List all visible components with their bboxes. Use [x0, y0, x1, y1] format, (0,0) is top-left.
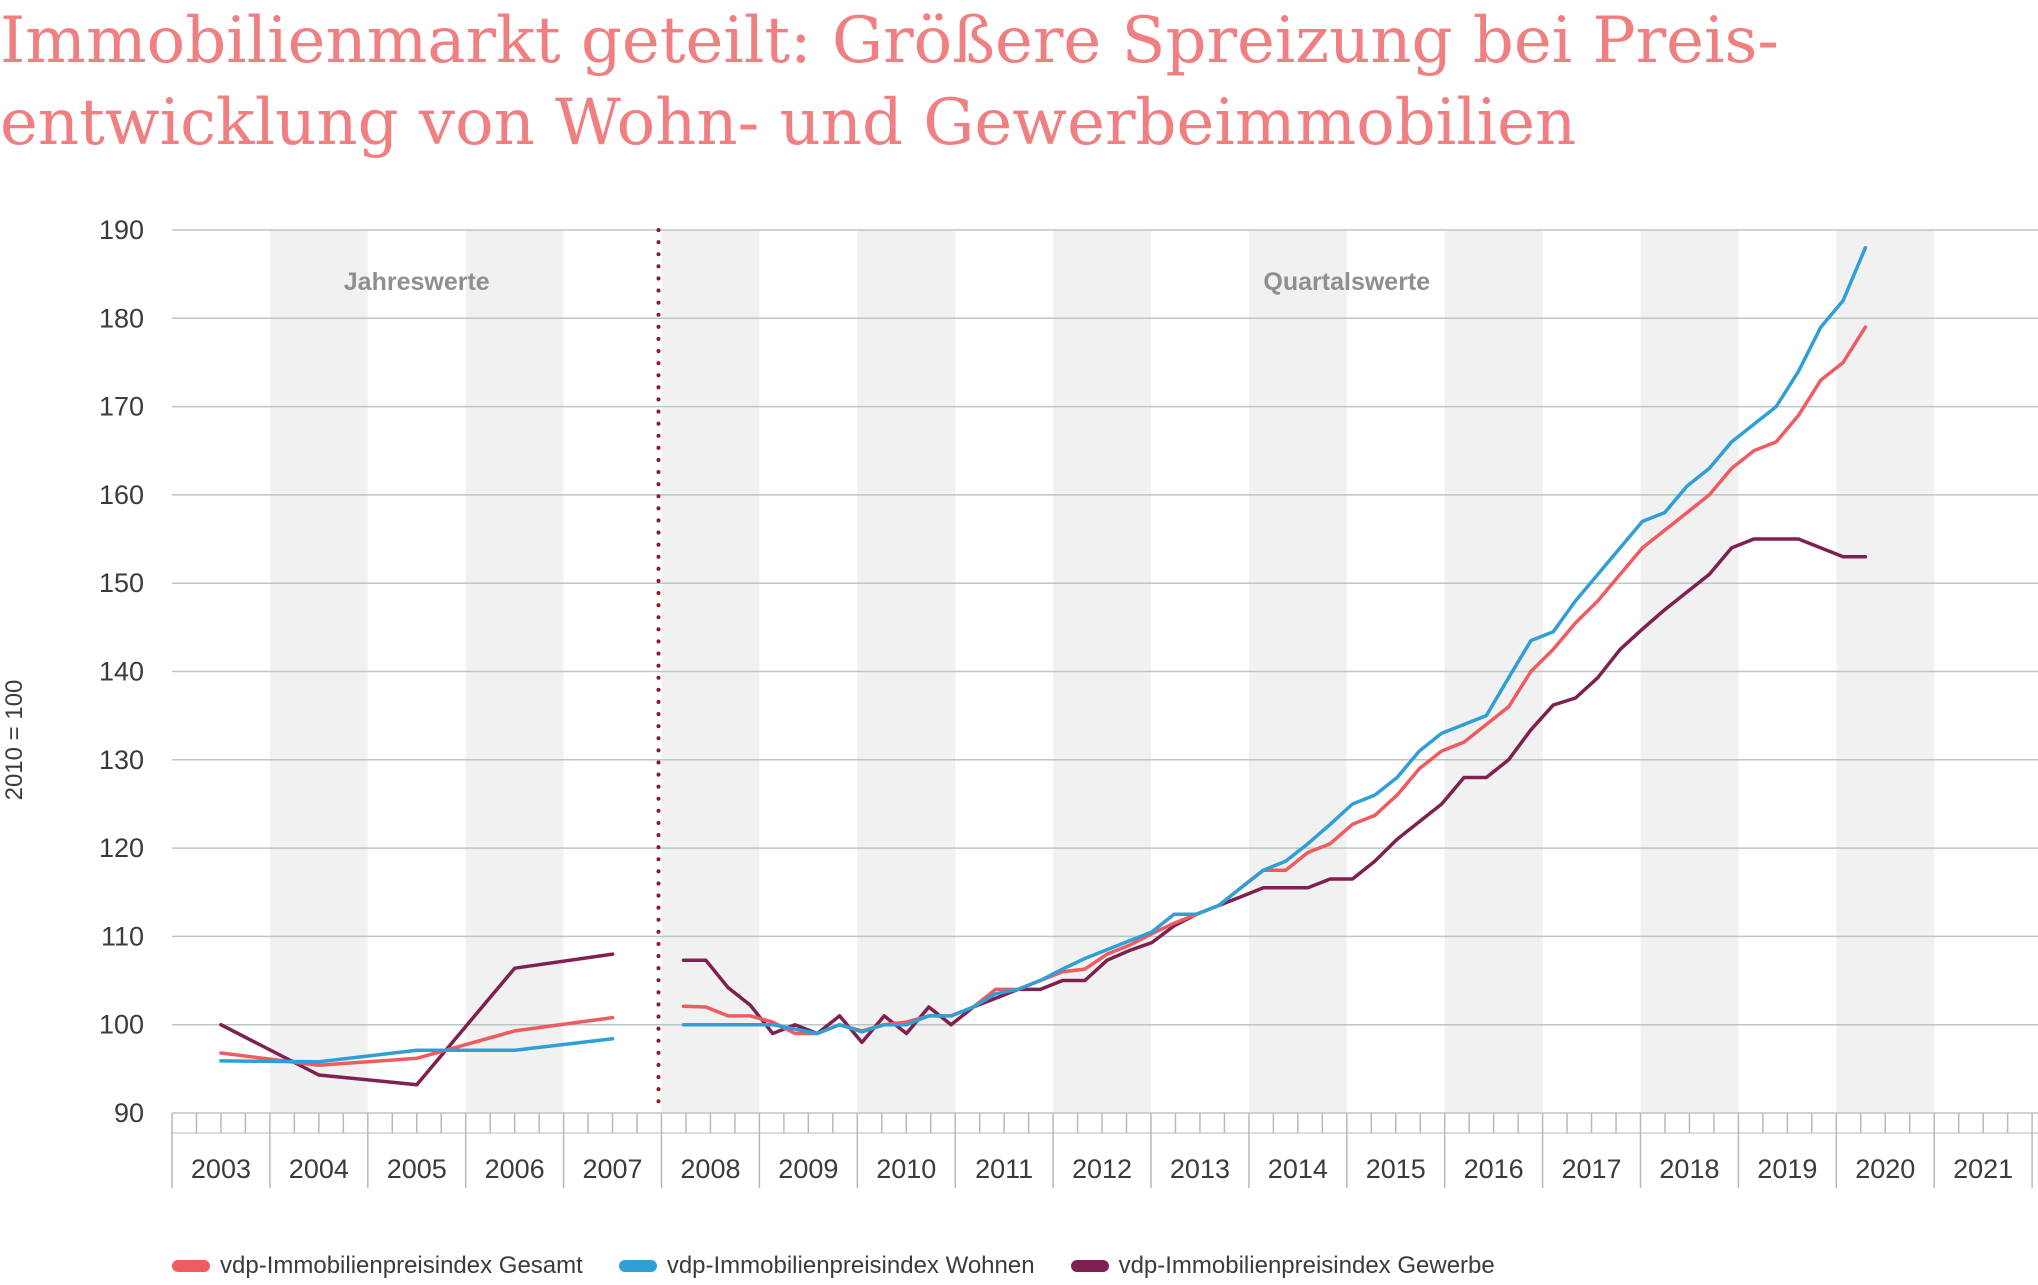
series-line-wohnen-quarterly	[681, 245, 1868, 1036]
y-tick-label-160: 160	[99, 480, 144, 510]
y-axis-label: 2010 = 100	[1, 680, 28, 801]
x-tick-label-2018: 2018	[1659, 1154, 1719, 1184]
legend-item-gesamt: vdp-Immobilienpreisindex Gesamt	[172, 1252, 583, 1280]
x-tick-label-2004: 2004	[289, 1154, 349, 1184]
y-tick-label-190: 190	[99, 215, 144, 245]
chart-title-line-2: entwicklung von Wohn- und Gewerbeimmobil…	[0, 86, 1577, 160]
period-label-1: Quartalswerte	[1263, 268, 1430, 296]
x-tick-label-2021: 2021	[1953, 1154, 2013, 1184]
x-tick-label-2013: 2013	[1170, 1154, 1230, 1184]
y-tick-label-120: 120	[99, 833, 144, 863]
x-tick-label-2020: 2020	[1855, 1154, 1915, 1184]
x-tick-label-2008: 2008	[680, 1154, 740, 1184]
legend-item-gewerbe: vdp-Immobilienpreisindex Gewerbe	[1070, 1252, 1495, 1280]
legend-label-wohnen: vdp-Immobilienpreisindex Wohnen	[666, 1252, 1035, 1279]
legend-item-wohnen: vdp-Immobilienpreisindex Wohnen	[618, 1252, 1035, 1280]
x-tick-label-2007: 2007	[583, 1154, 643, 1184]
legend-swatch-wohnen	[618, 1260, 657, 1272]
x-tick-label-2006: 2006	[485, 1154, 545, 1184]
x-tick-label-2010: 2010	[876, 1154, 936, 1184]
x-tick-label-2011: 2011	[975, 1154, 1033, 1184]
legend-swatch-gesamt	[172, 1260, 210, 1272]
chart-title-line-1: Immobilienmarkt geteilt: Größere Spreizu…	[0, 4, 1779, 78]
y-tick-label-170: 170	[99, 392, 144, 422]
gridlines	[172, 229, 2038, 1114]
series-line-wohnen-annual	[219, 1037, 615, 1064]
y-tick-label-140: 140	[99, 657, 144, 687]
y-tick-label-130: 130	[99, 745, 144, 775]
x-tick-label-2005: 2005	[387, 1154, 447, 1184]
legend: vdp-Immobilienpreisindex Gesamt vdp-Immo…	[172, 1252, 1495, 1280]
x-tick-label-2003: 2003	[191, 1154, 251, 1184]
series-line-gewerbe-quarterly	[681, 537, 1868, 1045]
series-line-gewerbe-annual	[219, 952, 615, 1087]
y-tick-label-150: 150	[99, 568, 144, 598]
x-axis: 2003 2004 2005 2006 2007 2008 2009 2010 2011 2012…	[171, 1113, 2038, 1188]
y-tick-label-180: 180	[99, 303, 144, 333]
x-tick-label-2015: 2015	[1366, 1154, 1426, 1184]
y-axis-ticks: 90 100 110 120 130 140 150 160 170 180 190	[99, 215, 144, 1128]
x-tick-label-2019: 2019	[1757, 1154, 1817, 1184]
x-tick-label-2016: 2016	[1464, 1154, 1524, 1184]
legend-label-gewerbe: vdp-Immobilienpreisindex Gewerbe	[1118, 1252, 1495, 1279]
y-tick-label-100: 100	[99, 1010, 144, 1040]
y-tick-label-110: 110	[101, 921, 144, 951]
period-label-0: Jahreswerte	[344, 268, 490, 296]
x-tick-label-2009: 2009	[778, 1154, 838, 1184]
x-tick-label-2012: 2012	[1072, 1154, 1132, 1184]
chart-title: Immobilienmarkt geteilt: Größere Spreizu…	[0, 0, 2038, 164]
x-tick-label-2014: 2014	[1268, 1154, 1328, 1184]
period-labels: Jahreswerte Quartalswerte	[344, 268, 1430, 296]
x-tick-label-2017: 2017	[1562, 1154, 1622, 1184]
legend-label-gesamt: vdp-Immobilienpreisindex Gesamt	[220, 1252, 583, 1279]
legend-swatch-gewerbe	[1070, 1260, 1109, 1272]
y-tick-label-90: 90	[114, 1098, 144, 1128]
series-lines	[219, 245, 1868, 1087]
